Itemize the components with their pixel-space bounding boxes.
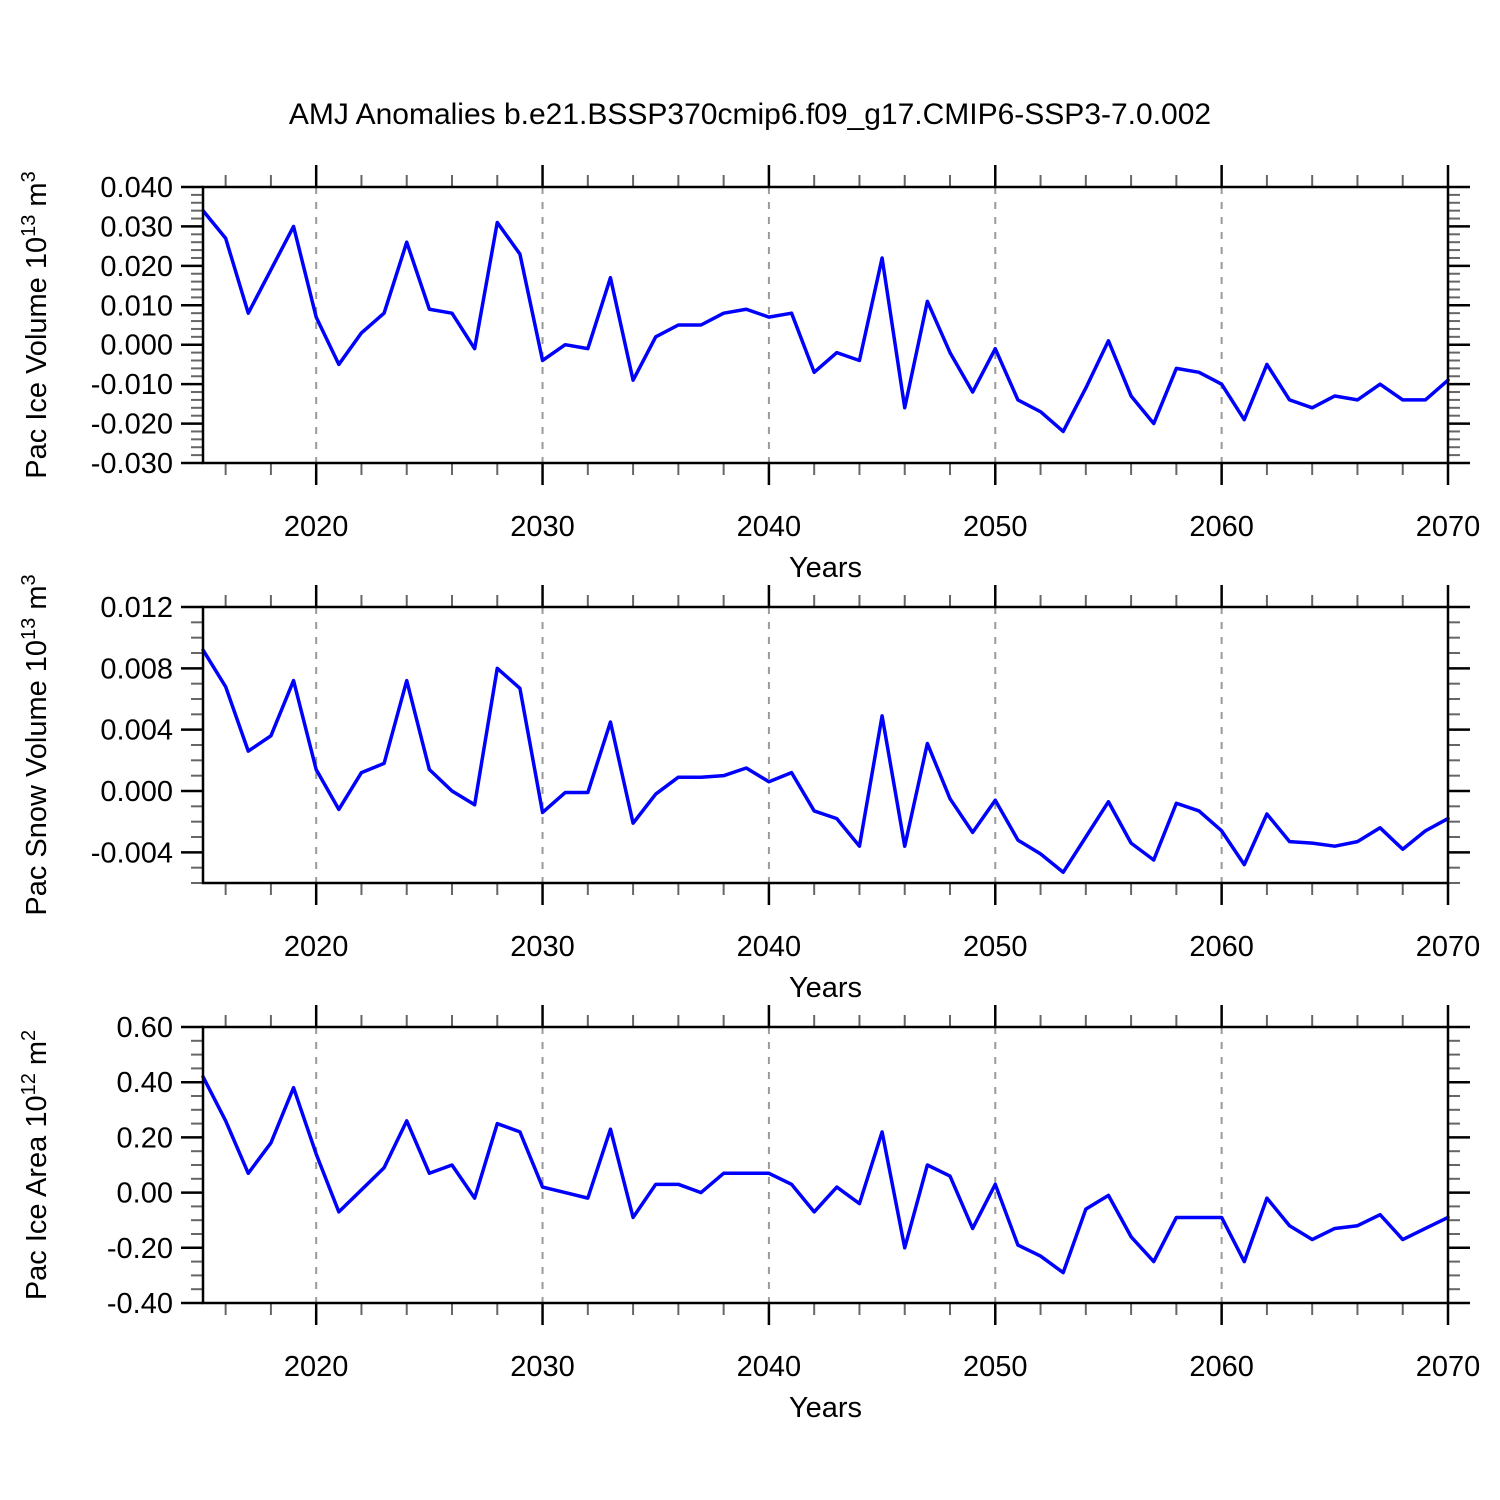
x-tick-label: 2050: [963, 1351, 1028, 1383]
panel-ice-volume: 0.040 0.030 0.020 0.010 0.000 -0.010 -0.020 -0.…: [0, 150, 1500, 590]
y-axis-title: Pac Snow Volume 1013 m3: [18, 574, 53, 915]
y-tick-label: -0.40: [107, 1288, 173, 1320]
x-tick-label: 2030: [510, 1351, 575, 1383]
chart-title: AMJ Anomalies b.e21.BSSP370cmip6.f09_g17…: [288, 98, 1212, 131]
x-tick-label: 2070: [1416, 511, 1481, 543]
y-tick-label: 0.00: [117, 1178, 173, 1210]
plot-border: [201, 185, 1450, 465]
panel-ice-area: 0.60 0.40 0.20 0.00 -0.20 -0.40 2020 2030 2040 20…: [0, 990, 1500, 1430]
x-tick-label: 2020: [284, 1351, 349, 1383]
x-tick-label: 2060: [1189, 1351, 1254, 1383]
y-tick-label: 0.40: [117, 1067, 173, 1099]
x-tick-label: 2050: [963, 511, 1028, 543]
data-line: [201, 1074, 1450, 1275]
data-line: [201, 648, 1450, 875]
x-tick-label: 2070: [1416, 931, 1481, 963]
x-tick-label: 2060: [1189, 511, 1254, 543]
y-tick-label: 0.004: [100, 715, 173, 747]
y-axis-title: Pac Ice Volume 1013 m3: [18, 171, 53, 478]
panel-ice-volume-svg: 0.040 0.030 0.020 0.010 0.000 -0.010 -0.020 -0.…: [18, 165, 1481, 584]
y-tick-label: 0.000: [100, 330, 173, 362]
panel-ice-area-svg: 0.60 0.40 0.20 0.00 -0.20 -0.40 2020 2030 2040 20…: [18, 1005, 1481, 1424]
x-tick-label: 2040: [737, 931, 802, 963]
x-axis-title: Years: [789, 972, 862, 1004]
y-tick-label: 0.040: [100, 172, 173, 204]
y-tick-label: -0.030: [91, 448, 173, 480]
y-tick-label: 0.012: [100, 592, 173, 624]
y-tick-label: -0.010: [91, 369, 173, 401]
y-tick-label: -0.004: [91, 837, 173, 869]
x-tick-label: 2060: [1189, 931, 1254, 963]
x-tick-label: 2070: [1416, 1351, 1481, 1383]
x-tick-label: 2040: [737, 1351, 802, 1383]
panel-snow-volume-svg: 0.012 0.008 0.004 0.000 -0.004 2020 2030 2040 20…: [18, 574, 1481, 1004]
x-tick-label: 2040: [737, 511, 802, 543]
y-axis-title: Pac Ice Area 1012 m2: [18, 1030, 53, 1300]
y-tick-label: 0.020: [100, 251, 173, 283]
y-tick-label: -0.020: [91, 409, 173, 441]
panel-snow-volume: 0.012 0.008 0.004 0.000 -0.004 2020 2030 2040 20…: [0, 570, 1500, 1010]
y-tick-label: 0.20: [117, 1122, 173, 1154]
plot-border: [201, 605, 1450, 885]
x-axis-title: Years: [789, 1392, 862, 1424]
x-tick-label: 2050: [963, 931, 1028, 963]
plot-border: [201, 1025, 1450, 1305]
y-tick-label: -0.20: [107, 1233, 173, 1265]
y-tick-label: 0.000: [100, 776, 173, 808]
data-line: [201, 208, 1450, 434]
y-tick-label: 0.008: [100, 653, 173, 685]
x-tick-label: 2030: [510, 931, 575, 963]
x-tick-label: 2020: [284, 511, 349, 543]
y-tick-label: 0.030: [100, 211, 173, 243]
x-tick-label: 2030: [510, 511, 575, 543]
x-axis-title: Years: [789, 552, 862, 584]
y-tick-label: 0.010: [100, 290, 173, 322]
y-tick-label: 0.60: [117, 1012, 173, 1044]
x-tick-label: 2020: [284, 931, 349, 963]
